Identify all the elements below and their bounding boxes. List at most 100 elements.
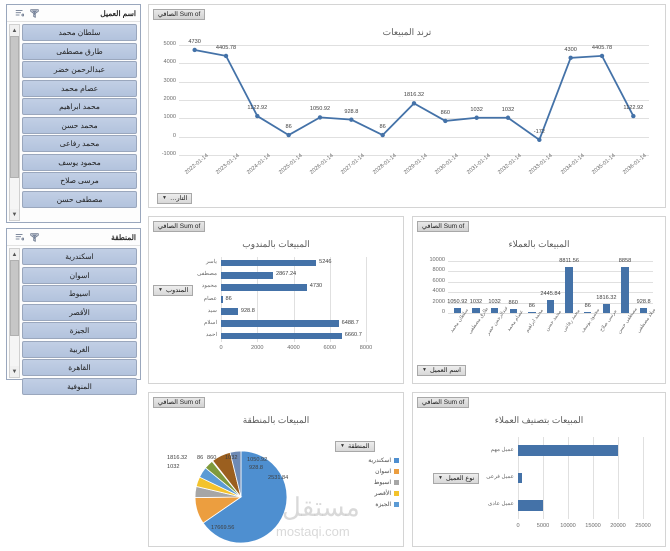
value-field-button-region[interactable]: Sum of الصافي bbox=[153, 397, 206, 408]
chevron-down-icon: ▼ bbox=[340, 443, 345, 449]
value-field-button-class[interactable]: Sum of الصافي bbox=[417, 397, 470, 408]
bar[interactable] bbox=[518, 472, 522, 484]
bar[interactable] bbox=[602, 303, 611, 313]
data-label: 8858 bbox=[618, 257, 632, 264]
slicer-scrollbar[interactable]: ▲ ▼ bbox=[9, 24, 20, 221]
legend-item: الأقصر bbox=[335, 488, 399, 499]
chart-title: ترند المبيعات bbox=[382, 27, 432, 37]
chart-panel-sales-by-class[interactable]: Sum of الصافي المبيعات بتصنيف العملاء 0 5… bbox=[412, 392, 666, 547]
grid-line bbox=[179, 63, 649, 65]
bar[interactable] bbox=[221, 332, 342, 340]
bar[interactable] bbox=[518, 500, 543, 511]
bar[interactable] bbox=[565, 267, 573, 313]
slicer-item[interactable]: الغربية bbox=[22, 340, 137, 358]
slicer-item[interactable]: الجيزة bbox=[22, 322, 137, 339]
slicer-item[interactable]: الأقصر bbox=[22, 303, 137, 321]
bar[interactable] bbox=[621, 266, 629, 313]
scroll-track[interactable] bbox=[10, 36, 19, 209]
customer-plot-area[interactable]: 0 2000 4000 6000 8000 10000 1050.92 سلطان محمد 1… bbox=[429, 257, 656, 336]
slicer-item[interactable]: عبدالرحمن خضر bbox=[22, 61, 137, 78]
rep-plot-area[interactable]: 0 2000 4000 6000 8000 5246 ياسر 2867.24 مصطفى 473… bbox=[197, 257, 372, 351]
scroll-down-icon[interactable]: ▼ bbox=[10, 209, 19, 220]
clear-filter-icon[interactable] bbox=[13, 231, 26, 243]
chart-title: المبيعات بتصنيف العملاء bbox=[494, 415, 584, 425]
slicer-item[interactable]: مرسى صلاح bbox=[22, 172, 137, 189]
multi-select-icon[interactable] bbox=[28, 7, 41, 19]
slicer-item-list[interactable]: اسكندرية اسوان اسيوط الأقصر الجيزة الغربية الق… bbox=[22, 248, 137, 395]
grid-line bbox=[568, 437, 569, 519]
grid-line bbox=[366, 257, 367, 342]
slicer-item[interactable]: المنوفية bbox=[22, 377, 137, 395]
axis-field-button-rep[interactable]: ▼ المندوب bbox=[153, 285, 194, 296]
slicer-item[interactable]: اسكندرية bbox=[22, 248, 137, 265]
slicer-item[interactable]: محمد حسن bbox=[22, 116, 137, 134]
chart-title: المبيعات بالعملاء bbox=[508, 239, 570, 249]
slicer-item[interactable]: اسوان bbox=[22, 266, 137, 284]
bar[interactable] bbox=[472, 307, 480, 313]
slicer-item[interactable]: القاهرة bbox=[22, 359, 137, 376]
scroll-thumb[interactable] bbox=[10, 260, 19, 337]
data-label: 5246 bbox=[319, 259, 332, 266]
slicer-item-list[interactable]: سلطان محمد طارق مصطفى عبدالرحمن خضر عصام مح… bbox=[22, 24, 137, 221]
grid-line bbox=[618, 437, 619, 519]
scroll-down-icon[interactable]: ▼ bbox=[10, 366, 19, 377]
slicer-item[interactable]: محمود يوسف bbox=[22, 153, 137, 171]
chart-panel-sales-by-customer[interactable]: Sum of الصافي المبيعات بالعملاء 0 2000 400… bbox=[412, 216, 666, 384]
bar[interactable] bbox=[221, 259, 317, 267]
bar[interactable] bbox=[221, 283, 307, 291]
x-axis-tick: 10000 bbox=[560, 523, 576, 529]
slicer-item[interactable]: سلطان محمد bbox=[22, 24, 137, 41]
slicer-item[interactable]: عصام محمد bbox=[22, 79, 137, 97]
scroll-track[interactable] bbox=[10, 260, 19, 366]
bar[interactable] bbox=[639, 308, 648, 313]
slicer-header: المنطقة bbox=[7, 229, 140, 246]
data-label: 1816.32 bbox=[596, 294, 617, 301]
slicer-item[interactable]: محمد ابراهيم bbox=[22, 98, 137, 115]
axis-field-button-customer[interactable]: ▼ اسم العميل bbox=[417, 365, 466, 376]
bar[interactable] bbox=[509, 308, 517, 313]
slicer-customer-name[interactable]: اسم العميل سلطان محمد طارق مصطفى عبدالرحمن… bbox=[6, 4, 141, 223]
trend-line-series bbox=[192, 47, 636, 143]
slicer-scrollbar[interactable]: ▲ ▼ bbox=[9, 248, 20, 378]
class-plot-area[interactable]: 0 5000 10000 15000 20000 25000 عميل مهم عميل فر… bbox=[486, 437, 651, 529]
slicer-item[interactable]: اسيوط bbox=[22, 285, 137, 302]
axis-field-button-class[interactable]: ▼ نوع العميل bbox=[433, 473, 480, 484]
multi-select-icon[interactable] bbox=[28, 231, 41, 243]
bar[interactable] bbox=[453, 307, 462, 313]
chart-panel-sales-by-region[interactable]: Sum of الصافي المبيعات بالمنطقة 17669.56… bbox=[148, 392, 404, 547]
region-pie[interactable] bbox=[163, 437, 333, 547]
bar[interactable] bbox=[584, 312, 592, 313]
bar[interactable] bbox=[490, 307, 499, 313]
scroll-up-icon[interactable]: ▲ bbox=[10, 249, 19, 260]
value-field-button-rep[interactable]: Sum of الصافي bbox=[153, 221, 206, 232]
bar[interactable] bbox=[221, 308, 238, 316]
axis-field-button-region[interactable]: ▼ المنطقة bbox=[335, 441, 375, 452]
bar[interactable] bbox=[221, 320, 339, 328]
scroll-thumb[interactable] bbox=[10, 36, 19, 178]
x-axis-tick: 25000 bbox=[635, 523, 651, 529]
grid-line bbox=[179, 100, 649, 101]
data-label: 1032 bbox=[469, 298, 483, 305]
region-pie-area[interactable]: 17669.56 2531.84 1050.92 928.8 1032 860 86 1816… bbox=[163, 437, 333, 544]
axis-field-label: اسم العميل bbox=[429, 367, 461, 374]
value-field-button-trend[interactable]: Sum of الصافي bbox=[153, 9, 206, 20]
data-label: 86 bbox=[285, 124, 292, 131]
slicer-item[interactable]: طارق مصطفى bbox=[22, 42, 137, 60]
scroll-up-icon[interactable]: ▲ bbox=[10, 25, 19, 36]
chart-panel-sales-trend[interactable]: Sum of الصافي ترند المبيعات -1000 0 1000 20… bbox=[148, 4, 666, 208]
bar[interactable] bbox=[221, 296, 223, 303]
chart-panel-sales-by-rep[interactable]: Sum of الصافي المبيعات بالمندوب 0 2000 400… bbox=[148, 216, 404, 384]
bar[interactable] bbox=[518, 445, 618, 456]
bar[interactable] bbox=[221, 271, 273, 279]
value-field-button-customer[interactable]: Sum of الصافي bbox=[417, 221, 470, 232]
bar[interactable] bbox=[528, 312, 536, 313]
slicer-item[interactable]: محمد رفاعى bbox=[22, 135, 137, 152]
y-axis-tick: اسلام bbox=[203, 319, 217, 326]
bar[interactable] bbox=[546, 300, 555, 313]
data-label: 1816.32 bbox=[167, 455, 188, 461]
slicer-region[interactable]: المنطقة اسكندرية اسوان اسيوط الأقصر الجيزة ال… bbox=[6, 228, 141, 395]
clear-filter-icon[interactable] bbox=[13, 7, 26, 19]
axis-field-button-trend[interactable]: ▼ التار… bbox=[157, 193, 193, 204]
slicer-item[interactable]: مصطفى حسن bbox=[22, 190, 137, 208]
trend-plot-area[interactable]: -1000 0 1000 2000 3000 4000 5000 4730 4405.78 112… bbox=[162, 39, 649, 176]
